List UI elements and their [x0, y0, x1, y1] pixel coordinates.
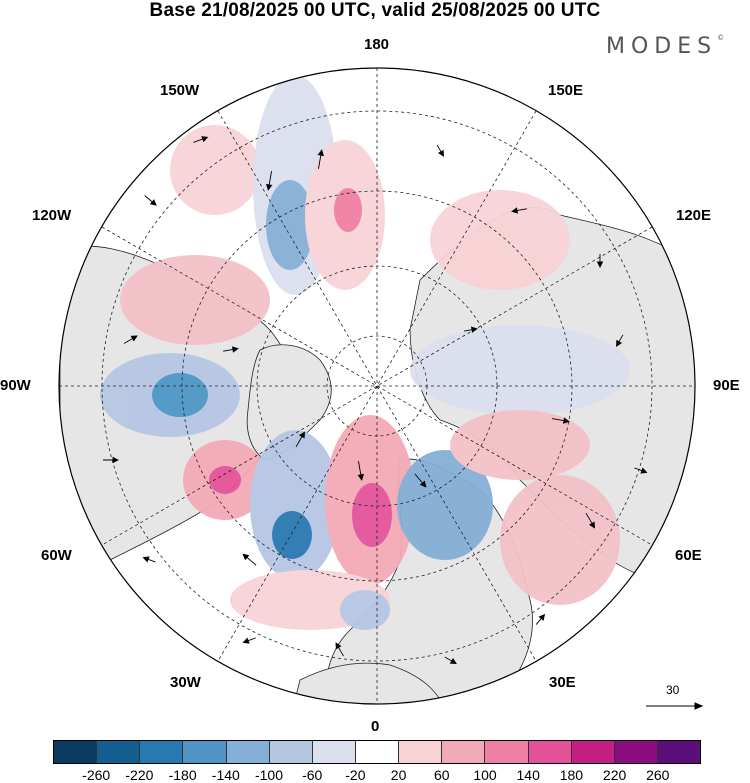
colorbar-swatch	[312, 741, 356, 763]
colorbar-swatch	[226, 741, 270, 763]
positive-anomaly	[120, 255, 270, 345]
brand-text: MODES	[606, 34, 718, 59]
anomaly-field	[100, 75, 630, 630]
colorbar-tick-label: 260	[646, 767, 670, 783]
colorbar-tick-label: 220	[602, 767, 627, 783]
lon-label-150w: 150W	[160, 82, 200, 99]
colorbar-tick-label: 60	[434, 767, 450, 783]
negative-anomaly	[250, 430, 340, 580]
colorbar-swatch	[657, 741, 701, 763]
positive-anomaly	[500, 475, 620, 605]
lon-label-30w: 30W	[170, 674, 201, 691]
colorbar-swatch	[355, 741, 400, 763]
map-disc	[59, 68, 695, 704]
colorbar-tick-label: -20	[345, 767, 366, 783]
colorbar-swatch	[528, 741, 572, 763]
colorbar-tick-label: -60	[302, 767, 323, 783]
colorbar-swatch	[97, 741, 141, 763]
map-title: Base 21/08/2025 00 UTC, valid 25/08/2025…	[149, 0, 601, 21]
lon-label-60e: 60E	[675, 547, 702, 564]
wind-reference-label: 30	[666, 683, 680, 697]
positive-anomaly	[352, 483, 392, 547]
positive-anomaly	[334, 188, 362, 232]
graticule	[59, 68, 695, 704]
colorbar-tick-label: -220	[125, 767, 154, 783]
negative-anomaly	[272, 511, 312, 559]
wind-vectors	[103, 136, 648, 665]
positive-anomaly	[170, 125, 260, 215]
lon-label-180: 180	[364, 36, 390, 53]
negative-anomaly	[397, 450, 493, 560]
colorbar-tick-label: 140	[516, 767, 540, 783]
lon-label-150e: 150E	[548, 82, 584, 99]
colorbar-swatch	[399, 741, 443, 763]
colorbar-tick-label: 20	[390, 767, 407, 783]
lon-label-120e: 120E	[676, 207, 712, 224]
modes-logo: MODES©	[606, 34, 724, 59]
copyright-mark: ©	[717, 34, 725, 42]
lon-label-90w: 90W	[0, 377, 31, 394]
lon-label-90e: 90E	[713, 377, 740, 394]
lon-label-120w: 120W	[32, 207, 72, 224]
colorbar-swatch	[485, 741, 529, 763]
colorbar-swatch	[269, 741, 313, 763]
negative-anomaly	[340, 590, 390, 630]
negative-anomaly	[266, 180, 314, 270]
reference-arrow-icon	[646, 702, 704, 710]
colorbar-swatch	[54, 741, 98, 763]
lon-label-60w: 60W	[41, 547, 72, 564]
colorbar-tick-label: 100	[473, 767, 497, 783]
lon-label-30e: 30E	[549, 674, 576, 691]
colorbar	[53, 740, 701, 764]
negative-anomaly	[410, 325, 630, 415]
positive-anomaly	[209, 466, 241, 494]
lon-label-0: 0	[371, 718, 380, 735]
colorbar-swatch	[571, 741, 615, 763]
colorbar-tick-label: -180	[168, 767, 197, 783]
colorbar-swatch	[183, 741, 227, 763]
colorbar-swatch	[614, 741, 658, 763]
negative-anomaly	[152, 373, 208, 417]
positive-anomaly	[430, 190, 570, 290]
colorbar-tick-label: -100	[254, 767, 284, 783]
colorbar-tick-label: -260	[82, 767, 111, 783]
colorbar-tick-label: -140	[211, 767, 240, 783]
positive-anomaly	[450, 410, 590, 480]
africa-landmass	[289, 662, 451, 704]
map-border	[58, 67, 696, 705]
colorbar-swatch	[140, 741, 184, 763]
colorbar-tick-label: 180	[559, 767, 584, 783]
colorbar-swatch	[442, 741, 486, 763]
